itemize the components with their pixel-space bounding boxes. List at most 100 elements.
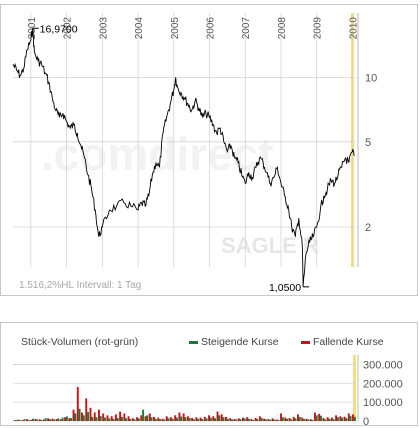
y-tick-label: 2	[365, 222, 371, 234]
x-tick-label: 2004	[134, 17, 145, 40]
volume-bar-falling	[55, 419, 58, 421]
volume-bar-falling	[165, 416, 168, 421]
volume-bar-falling	[309, 419, 312, 421]
volume-bar-falling	[339, 416, 342, 421]
price-chart: .comdirect SAGLE R 2001 2002 2003 2004 2005 2…	[12, 13, 377, 294]
volume-bar-rising	[120, 416, 123, 421]
volume-bar-falling	[297, 414, 299, 421]
volume-bar-falling	[110, 416, 113, 421]
volume-bar-falling	[271, 418, 274, 421]
volume-bar-rising	[192, 419, 195, 421]
volume-bar-falling	[81, 412, 83, 421]
y-tick-label: 5	[365, 137, 371, 149]
volume-bar-falling	[330, 417, 333, 421]
volume-bar-falling	[301, 417, 304, 421]
volume-bar-rising	[142, 409, 145, 421]
volume-bar-rising	[146, 415, 149, 421]
legend-rising: Steigende Kurse	[189, 336, 279, 348]
volume-bar-falling	[229, 418, 232, 421]
volume-bar-rising	[27, 420, 30, 421]
volume-bar-rising	[320, 415, 322, 421]
volume-bar-rising	[159, 419, 161, 421]
volume-bar-falling	[225, 416, 227, 421]
volume-bar-rising	[137, 418, 140, 421]
volume-bar-rising	[171, 418, 174, 421]
volume-bar-rising	[65, 416, 68, 421]
volume-bar-falling	[174, 415, 177, 421]
volume-bar-falling	[343, 416, 346, 421]
volume-chart: 300.000 200.000 100.000 0	[13, 355, 403, 425]
volume-bar-falling	[258, 416, 261, 421]
volume-bar-rising	[248, 418, 250, 421]
volume-bar-falling	[267, 419, 270, 421]
legend-falling-label: Fallende Kurse	[313, 336, 384, 348]
price-annotations: 16,9700 1,0500	[32, 23, 310, 294]
volume-bar-rising	[273, 419, 276, 421]
volume-bar-rising	[311, 419, 314, 421]
volume-bar-falling	[326, 417, 329, 421]
volume-bar-rising	[53, 419, 56, 421]
legend-falling: Fallende Kurse	[301, 336, 384, 348]
volume-bar-falling	[59, 419, 62, 421]
x-tick-label: 2005	[170, 17, 181, 40]
volume-bar-rising	[87, 411, 90, 421]
volume-bar-falling	[182, 413, 185, 421]
x-tick-label: 2007	[241, 17, 252, 40]
volume-bar-rising	[290, 419, 293, 421]
y-tick-label: 10	[365, 72, 377, 84]
volume-bar-rising	[231, 419, 233, 421]
volume-bar-rising	[205, 418, 208, 421]
price-series-line	[12, 28, 355, 287]
volume-bar-falling	[127, 416, 130, 421]
volume-bar-falling	[47, 418, 50, 421]
volume-bar-falling	[352, 414, 354, 421]
volume-bar-falling	[106, 415, 109, 421]
volume-bar-falling	[42, 419, 45, 421]
volume-bar-falling	[161, 418, 164, 421]
volume-bar-rising	[324, 419, 327, 421]
volume-bar-rising	[349, 416, 352, 421]
volume-bar-falling	[284, 417, 287, 421]
volume-bar-rising	[61, 417, 64, 421]
volume-bar-falling	[169, 417, 172, 421]
volume-bar-falling	[275, 419, 278, 421]
legend-rising-label: Steigende Kurse	[201, 336, 279, 348]
volume-bar-falling	[93, 412, 96, 421]
volume-bar-falling	[246, 417, 249, 421]
volume-bar-rising	[345, 418, 348, 421]
volume-bar-falling	[195, 417, 198, 421]
volume-bar-falling	[199, 417, 202, 421]
volume-bar-rising	[353, 416, 356, 421]
volume-bar-rising	[163, 419, 166, 421]
volume-bar-rising	[99, 416, 102, 421]
volume-bar-falling	[322, 417, 325, 421]
volume-bar-rising	[91, 416, 94, 421]
volume-bar-rising	[154, 418, 157, 421]
volume-bar-rising	[44, 418, 47, 421]
volume-bar-falling	[241, 417, 244, 421]
volume-bar-rising	[298, 416, 301, 421]
volume-bar-rising	[303, 418, 305, 421]
volume-bar-falling	[178, 412, 181, 421]
volume-bar-falling	[144, 416, 147, 421]
x-tick-label: 2001	[27, 17, 38, 40]
volume-bar-falling	[68, 418, 71, 421]
volume-bar-rising	[294, 418, 297, 421]
volume-bar-rising	[150, 417, 153, 421]
volume-bar-falling	[254, 417, 257, 421]
y-tick-label: 300.000	[363, 359, 403, 371]
volume-bar-falling	[34, 418, 37, 421]
volume-bar-rising	[180, 416, 183, 421]
volume-bar-rising	[197, 418, 200, 421]
volume-bar-rising	[112, 418, 115, 421]
volume-bar-rising	[315, 415, 318, 421]
volume-bar-rising	[336, 417, 339, 421]
volume-bar-rising	[286, 418, 289, 421]
volume-bar-falling	[318, 413, 321, 421]
volume-bar-falling	[280, 413, 282, 421]
volume-bar-falling	[292, 416, 295, 421]
volume-bar-rising	[74, 413, 77, 421]
volume-bar-falling	[347, 413, 350, 421]
volume-bar-falling	[13, 420, 16, 421]
volume-bar-falling	[72, 409, 75, 421]
